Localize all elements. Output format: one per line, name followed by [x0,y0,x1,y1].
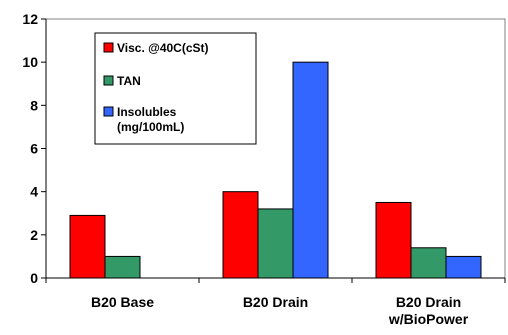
legend-swatch [103,42,114,53]
bar [257,208,294,279]
y-tick-label: 4 [30,184,38,200]
y-ticks: 0 2 4 6 8 10 12 [22,11,46,286]
bar [292,61,329,279]
x-category-label: B20 Base [91,294,154,310]
y-tick-label: 12 [22,11,38,27]
bar [375,201,412,279]
bar [222,191,259,279]
bar [445,255,482,279]
x-category-label: B20 Drain [396,294,461,310]
legend: Visc. @40C(cSt) TAN Insolubles(mg/100mL) [94,32,257,145]
legend-swatch [103,75,114,86]
legend-label: Visc. @40C(cSt) [117,41,209,55]
x-category-label: w/BioPower [388,311,469,327]
bars [69,61,482,279]
bar [410,247,447,279]
legend-label: Insolubles [117,105,177,119]
bar [104,255,141,279]
legend-box [94,32,257,145]
y-tick-label: 10 [22,54,38,70]
y-tick-label: 6 [30,141,38,157]
y-tick-label: 2 [30,227,38,243]
legend-label: (mg/100mL) [117,120,184,134]
x-category-label: B20 Drain [243,294,308,310]
legend-swatch [103,106,114,117]
legend-label: TAN [117,74,141,88]
bar [69,214,106,279]
y-tick-label: 0 [30,270,38,286]
y-tick-label: 8 [30,97,38,113]
